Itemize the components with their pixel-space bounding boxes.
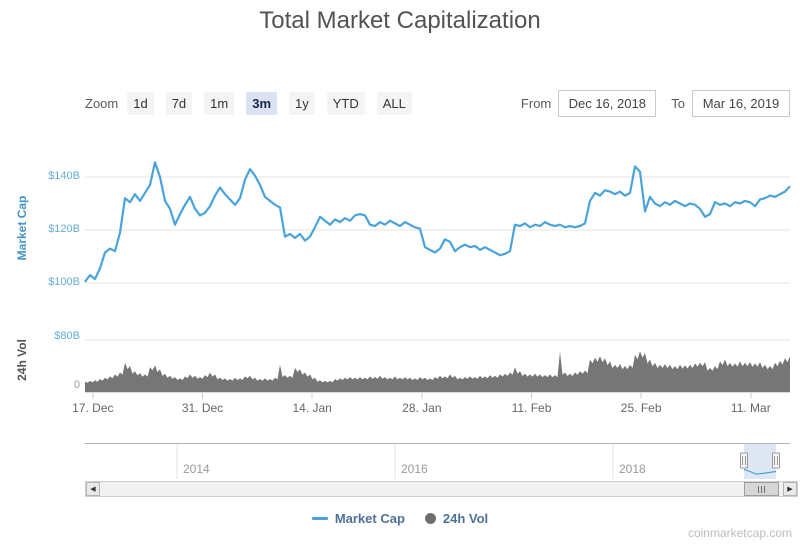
zoom-button-3m[interactable]: 3m bbox=[246, 91, 278, 115]
legend-label: Market Cap bbox=[334, 511, 405, 526]
zoom-label: Zoom bbox=[85, 95, 119, 111]
legend-item-market-cap[interactable]: Market Cap bbox=[311, 511, 405, 526]
scrollbar-thumb[interactable] bbox=[744, 482, 779, 496]
zoom-row: Zoom 1d 7d 1m 3m 1y YTD ALL bbox=[85, 91, 424, 115]
zoom-button-ytd[interactable]: YTD bbox=[326, 91, 365, 115]
legend-line-marker bbox=[311, 517, 328, 520]
navigator-left-handle[interactable] bbox=[740, 452, 748, 469]
xaxis-label-17-Dec: 17. Dec bbox=[72, 401, 114, 415]
zoom-button-7d[interactable]: 7d bbox=[165, 91, 193, 115]
legend-item-24h-vol[interactable]: 24h Vol bbox=[424, 511, 489, 526]
navigator-series-line bbox=[743, 468, 777, 475]
volume-yaxis-label-0: 0 bbox=[73, 379, 80, 391]
range-inputs: From To bbox=[520, 90, 790, 117]
scrollbar-left-arrow[interactable]: ◀ bbox=[86, 482, 100, 496]
scrollbar-right-arrow[interactable]: ▶ bbox=[783, 482, 797, 496]
page-title: Total Market Capitalization bbox=[259, 7, 541, 34]
yaxis-label-100B: $100B bbox=[48, 276, 80, 288]
zoom-buttons: 1d 7d 1m 3m 1y YTD ALL bbox=[127, 91, 424, 115]
xaxis-label-11-Mar: 11. Mar bbox=[730, 401, 771, 415]
market-cap-line-series bbox=[84, 161, 791, 283]
navigator-year-2016: 2016 bbox=[401, 462, 428, 476]
zoom-button-1d[interactable]: 1d bbox=[127, 91, 154, 115]
legend-circle-marker bbox=[424, 513, 436, 524]
yaxis-label-140B: $140B bbox=[48, 170, 80, 182]
legend-label: 24h Vol bbox=[442, 511, 489, 526]
zoom-button-1m[interactable]: 1m bbox=[204, 91, 235, 115]
xaxis-label-11-Feb: 11. Feb bbox=[511, 401, 552, 415]
legend: Market Cap 24h Vol bbox=[0, 511, 800, 526]
yaxis-label-120B: $120B bbox=[48, 223, 80, 235]
from-date-input[interactable] bbox=[558, 90, 657, 117]
volume-area-series bbox=[85, 351, 790, 392]
to-label: To bbox=[671, 96, 685, 111]
scrollbar-track[interactable] bbox=[85, 481, 798, 497]
navigator-year-2014: 2014 bbox=[183, 462, 210, 476]
navigator-year-2018: 2018 bbox=[619, 462, 646, 476]
to-date-input[interactable] bbox=[692, 90, 790, 117]
volume-yaxis-label-80B: $80B bbox=[54, 330, 80, 342]
from-label: From bbox=[520, 96, 552, 111]
xaxis-label-31-Dec: 31. Dec bbox=[181, 401, 224, 415]
zoom-button-all[interactable]: ALL bbox=[376, 91, 412, 115]
zoom-button-1y[interactable]: 1y bbox=[289, 91, 315, 115]
xaxis-label-28-Jan: 28. Jan bbox=[402, 401, 442, 415]
xaxis-label-25-Feb: 25. Feb bbox=[620, 401, 662, 415]
navigator-right-handle[interactable] bbox=[772, 452, 780, 469]
credits-link[interactable]: coinmarketcap.com bbox=[687, 526, 792, 540]
xaxis-label-14-Jan: 14. Jan bbox=[292, 401, 332, 415]
